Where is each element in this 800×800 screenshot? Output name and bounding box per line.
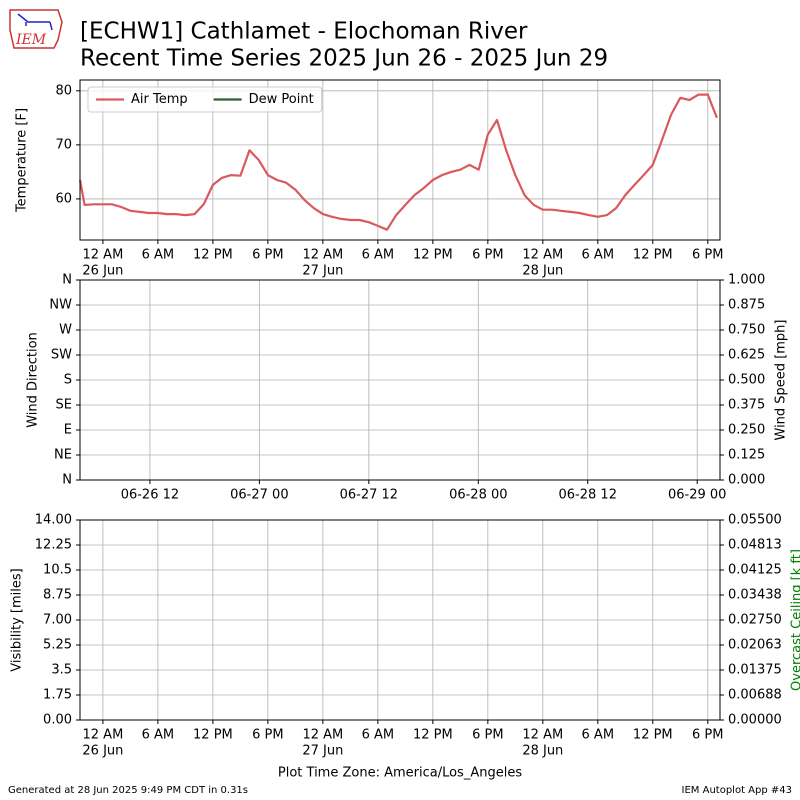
- x-tick-label: 12 PM: [193, 728, 233, 743]
- y-tick-label: N: [62, 273, 72, 288]
- y-axis-label: Temperature [F]: [15, 108, 30, 213]
- logo-outline: [9, 9, 63, 49]
- y-tick-label: 12.25: [35, 538, 72, 553]
- series-line: [78, 93, 718, 231]
- x-tick-label: 6 PM: [692, 248, 723, 263]
- y2-tick-label: 0.750: [728, 323, 765, 338]
- y-tick-label: 70: [55, 137, 72, 152]
- x-tick-label: 6 AM: [582, 248, 615, 263]
- y2-tick-label: 0.00688: [728, 688, 782, 703]
- logo-lines: [17, 13, 53, 31]
- x-tick-label: 06-27 00: [230, 488, 288, 503]
- y2-tick-label: 0.375: [728, 398, 765, 413]
- y-tick-label: W: [59, 323, 72, 338]
- y-tick-label: 0.00: [43, 713, 72, 728]
- x-tick-label: 28 Jun: [522, 744, 563, 759]
- legend-label: Dew Point: [249, 92, 314, 107]
- y-tick-label: 1.75: [43, 688, 72, 703]
- x-tick-label: 6 PM: [252, 248, 283, 263]
- legend-box: [87, 86, 323, 113]
- logo-text: IEM: [15, 32, 47, 48]
- x-tick-label: 6 PM: [692, 728, 723, 743]
- x-tick-label: 27 Jun: [302, 264, 343, 279]
- footer-right: IEM Autoplot App #43: [682, 785, 792, 796]
- legend-label: Air Temp: [131, 92, 188, 107]
- x-tick-label: 6 AM: [142, 248, 175, 263]
- x-tick-label: 12 PM: [633, 728, 673, 743]
- x-tick-label: 26 Jun: [82, 744, 123, 759]
- y-tick-label: 80: [55, 83, 72, 98]
- x-tick-label: 6 AM: [582, 728, 615, 743]
- x-tick-label: 06-28 12: [559, 488, 617, 503]
- y-tick-label: 7.00: [43, 613, 72, 628]
- y-tick-label: 5.25: [43, 638, 72, 653]
- y2-axis-label: Overcast Ceiling [k ft]: [790, 549, 800, 691]
- y-tick-label: NW: [49, 298, 72, 313]
- y-tick-label: N: [62, 473, 72, 488]
- y-tick-label: SW: [51, 348, 72, 363]
- y-tick-label: 8.75: [43, 588, 72, 603]
- x-tick-label: 27 Jun: [302, 744, 343, 759]
- y2-tick-label: 1.000: [728, 273, 765, 288]
- y-axis-label: Visibility [miles]: [10, 568, 25, 671]
- x-tick-label: 06-29 00: [668, 488, 726, 503]
- x-axis-label: Plot Time Zone: America/Los_Angeles: [278, 766, 522, 781]
- y2-tick-label: 0.05500: [728, 513, 782, 528]
- x-tick-label: 12 AM: [522, 728, 563, 743]
- x-tick-label: 12 PM: [193, 248, 233, 263]
- x-tick-label: 12 AM: [302, 248, 343, 263]
- plot-frame: [79, 519, 721, 721]
- y2-tick-label: 0.04813: [728, 538, 782, 553]
- x-tick-label: 6 AM: [142, 728, 175, 743]
- y-tick-label: S: [64, 373, 72, 388]
- title-line: Recent Time Series 2025 Jun 26 - 2025 Ju…: [80, 46, 608, 72]
- y2-tick-label: 0.02063: [728, 638, 782, 653]
- x-tick-label: 12 AM: [83, 728, 124, 743]
- y-tick-label: 60: [55, 191, 72, 206]
- plot-frame: [79, 279, 721, 481]
- y-tick-label: SE: [56, 398, 72, 413]
- x-tick-label: 6 PM: [472, 728, 503, 743]
- legend: Air Temp Dew Point: [87, 86, 323, 113]
- y2-tick-label: 0.03438: [728, 588, 782, 603]
- plot-frame: [79, 79, 721, 241]
- y2-axis-label: Wind Speed [mph]: [774, 320, 789, 441]
- y-tick-label: E: [64, 423, 72, 438]
- x-tick-label: 12 AM: [302, 728, 343, 743]
- y2-tick-label: 0.000: [728, 473, 765, 488]
- x-tick-label: 6 PM: [252, 728, 283, 743]
- y-tick-label: 3.5: [51, 663, 72, 678]
- title-line: [ECHW1] Cathlamet - Elochoman River: [80, 19, 528, 45]
- y-tick-label: NE: [54, 448, 72, 463]
- x-tick-label: 12 PM: [633, 248, 673, 263]
- x-tick-label: 12 PM: [413, 248, 453, 263]
- y2-tick-label: 0.02750: [728, 613, 782, 628]
- x-tick-label: 28 Jun: [522, 264, 563, 279]
- x-tick-label: 06-28 00: [449, 488, 507, 503]
- y-tick-label: 10.5: [43, 563, 72, 578]
- y2-tick-label: 0.500: [728, 373, 765, 388]
- y2-tick-label: 0.250: [728, 423, 765, 438]
- y2-tick-label: 0.625: [728, 348, 765, 363]
- y-tick-label: 14.00: [35, 513, 72, 528]
- x-tick-label: 06-26 12: [121, 488, 179, 503]
- x-tick-label: 12 AM: [83, 248, 124, 263]
- x-tick-label: 06-27 12: [340, 488, 398, 503]
- y2-tick-label: 0.04125: [728, 563, 782, 578]
- x-tick-label: 6 AM: [362, 728, 395, 743]
- x-tick-label: 6 PM: [472, 248, 503, 263]
- x-tick-label: 6 AM: [362, 248, 395, 263]
- x-tick-label: 26 Jun: [82, 264, 123, 279]
- y2-tick-label: 0.875: [728, 298, 765, 313]
- logo: IEM: [9, 9, 63, 49]
- y2-tick-label: 0.125: [728, 448, 765, 463]
- y-axis-label: Wind Direction: [26, 332, 41, 428]
- x-tick-label: 12 AM: [522, 248, 563, 263]
- y2-tick-label: 0.01375: [728, 663, 782, 678]
- x-tick-label: 12 PM: [413, 728, 453, 743]
- footer-left: Generated at 28 Jun 2025 9:49 PM CDT in …: [8, 785, 248, 796]
- y2-tick-label: 0.00000: [728, 713, 782, 728]
